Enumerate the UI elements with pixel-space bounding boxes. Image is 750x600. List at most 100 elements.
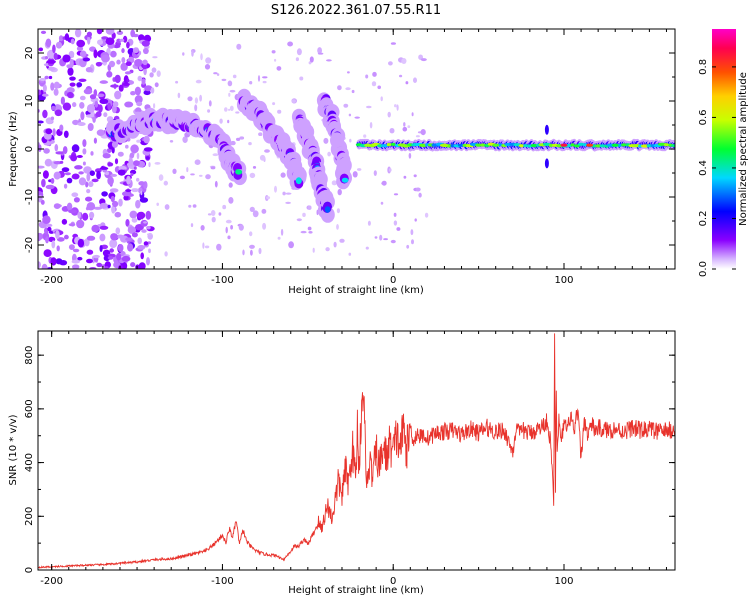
spectrogram-noise-cloud xyxy=(345,87,351,91)
x-tick-label: 100 xyxy=(554,576,573,587)
spectrogram-noise-cloud xyxy=(118,84,124,92)
spectrogram-noise-cloud xyxy=(401,58,407,64)
spectrogram-noise-cloud xyxy=(77,211,81,219)
spectrogram-noise-cloud xyxy=(66,177,73,184)
snr-series-line xyxy=(38,333,675,569)
spectrogram-noise-cloud xyxy=(186,167,189,173)
spectrogram-noise-cloud xyxy=(149,72,154,78)
spectrogram-noise-cloud xyxy=(38,261,41,269)
y-tick-label: -20 xyxy=(24,237,35,253)
spectrogram-noise-cloud xyxy=(64,234,69,240)
spectrogram-noise-cloud xyxy=(148,248,151,254)
spectrogram-noise-cloud xyxy=(295,57,299,62)
spectrogram-noise-cloud xyxy=(125,189,132,193)
x-tick-label: 100 xyxy=(554,275,573,286)
spectrogram-noise-cloud xyxy=(372,71,377,77)
spectrogram-noise-cloud xyxy=(110,50,117,58)
snr-ticks: -200 -100 0 100 0 200 400 600 800 xyxy=(24,331,675,587)
spectrogram-noise-cloud xyxy=(136,177,140,182)
spectrogram-noise-cloud xyxy=(78,171,84,175)
spectrogram-noise-cloud xyxy=(107,204,111,209)
spectrogram-noise-cloud xyxy=(122,82,130,86)
spectrogram-noise-cloud xyxy=(134,86,141,96)
spectrogram-noise-cloud xyxy=(424,212,429,218)
spectrogram-noise-cloud xyxy=(80,111,85,121)
spectrogram-noise-cloud xyxy=(55,230,60,240)
spectrogram-noise-cloud xyxy=(89,211,95,219)
spectrogram-noise-cloud xyxy=(132,47,139,54)
spectrogram-noise-cloud xyxy=(120,62,128,71)
spectrogram-noise-cloud xyxy=(405,81,409,85)
spectrogram-noise-cloud xyxy=(59,124,64,132)
spectrogram-steady-line xyxy=(523,144,528,148)
figure-title: S126.2022.361.07.55.R11 xyxy=(271,3,441,18)
spectrogram-noise-cloud xyxy=(137,75,143,82)
spectrogram-noise-cloud xyxy=(182,52,185,56)
spectrogram-noise-cloud xyxy=(45,38,52,48)
spectrogram-noise-cloud xyxy=(86,235,96,241)
spectrogram-noise-cloud xyxy=(99,98,109,105)
spectrogram-steady-line xyxy=(599,144,606,148)
spectrogram-noise-cloud xyxy=(277,109,282,114)
spectrogram-noise-cloud xyxy=(92,254,100,259)
spectrogram-steady-line xyxy=(441,143,448,147)
spectrogram-noise-cloud xyxy=(138,34,145,42)
spectrogram-noise-cloud xyxy=(117,151,124,157)
spectrogram-noise-cloud xyxy=(76,219,85,229)
spectrogram-noise-cloud xyxy=(271,50,276,54)
spectrogram-noise-cloud xyxy=(141,78,146,85)
spectrogram-noise-cloud xyxy=(110,173,118,177)
x-tick-label: -200 xyxy=(40,275,63,286)
spectrogram-noise-cloud xyxy=(53,81,60,89)
spectrogram-noise-cloud xyxy=(137,237,142,245)
spectrogram-noise-cloud xyxy=(406,244,410,249)
colorbar-label: Normalized spectral amplitude xyxy=(738,72,749,226)
spectrogram-noise-cloud xyxy=(190,173,195,176)
spectrogram-noise-cloud xyxy=(51,240,56,249)
spectrogram-noise-cloud xyxy=(71,192,79,197)
x-tick-label: -100 xyxy=(211,576,234,587)
spectrogram-steady-line xyxy=(621,143,627,147)
spectrogram-noise-cloud xyxy=(291,99,296,103)
spectrogram-noise-cloud xyxy=(228,92,231,97)
spectrogram-noise-cloud xyxy=(43,249,52,257)
spectrogram-noise-cloud xyxy=(252,210,259,218)
spectrogram-noise-cloud xyxy=(112,101,119,108)
spectrogram-noise-cloud xyxy=(83,166,92,174)
spectrogram-noise-cloud xyxy=(411,239,414,245)
spectrogram-noise-cloud xyxy=(140,252,144,260)
spectrogram-noise-cloud xyxy=(199,174,203,177)
spectrogram-noise-cloud xyxy=(299,76,304,81)
spectrogram-noise-cloud xyxy=(104,266,109,269)
spectrogram-noise-cloud xyxy=(191,50,194,57)
spectrogram-noise-cloud xyxy=(77,122,86,126)
spectrogram-noise-cloud xyxy=(117,244,124,252)
spectrogram-noise-cloud xyxy=(116,59,121,65)
spectrogram-noise-cloud xyxy=(141,40,150,47)
spectrogram-steady-line xyxy=(560,143,568,147)
spectrogram-noise-cloud xyxy=(132,33,139,38)
spectrogram-noise-cloud xyxy=(72,264,80,269)
spectrogram-noise-cloud xyxy=(85,196,93,202)
spectrogram-noise-cloud xyxy=(143,241,149,246)
spectrogram-noise-cloud xyxy=(42,93,49,97)
spectrogram-steady-line xyxy=(390,142,396,146)
spectrogram-noise-cloud xyxy=(85,181,89,188)
spectrogram-noise-cloud xyxy=(383,238,388,241)
spectrogram-noise-cloud xyxy=(111,140,119,148)
spectrogram-steady-line xyxy=(586,143,594,147)
spectrogram-noise-cloud xyxy=(107,162,114,167)
spectrogram-noise-cloud xyxy=(124,101,134,108)
spectrogram-noise-cloud xyxy=(235,111,240,114)
spectrogram-noise-cloud xyxy=(126,78,130,83)
x-tick-label: 0 xyxy=(390,275,396,286)
spectrogram-noise-cloud xyxy=(288,241,294,249)
spectrogram-noise-cloud xyxy=(50,82,55,91)
spectrogram-noise-cloud xyxy=(169,140,174,143)
spectrogram-noise-cloud xyxy=(204,64,211,70)
y-tick-label: 600 xyxy=(24,399,35,418)
spectrogram-noise-cloud xyxy=(164,204,170,210)
spectrogram-noise-cloud xyxy=(236,43,242,50)
spectrogram-noise-cloud xyxy=(373,170,377,177)
